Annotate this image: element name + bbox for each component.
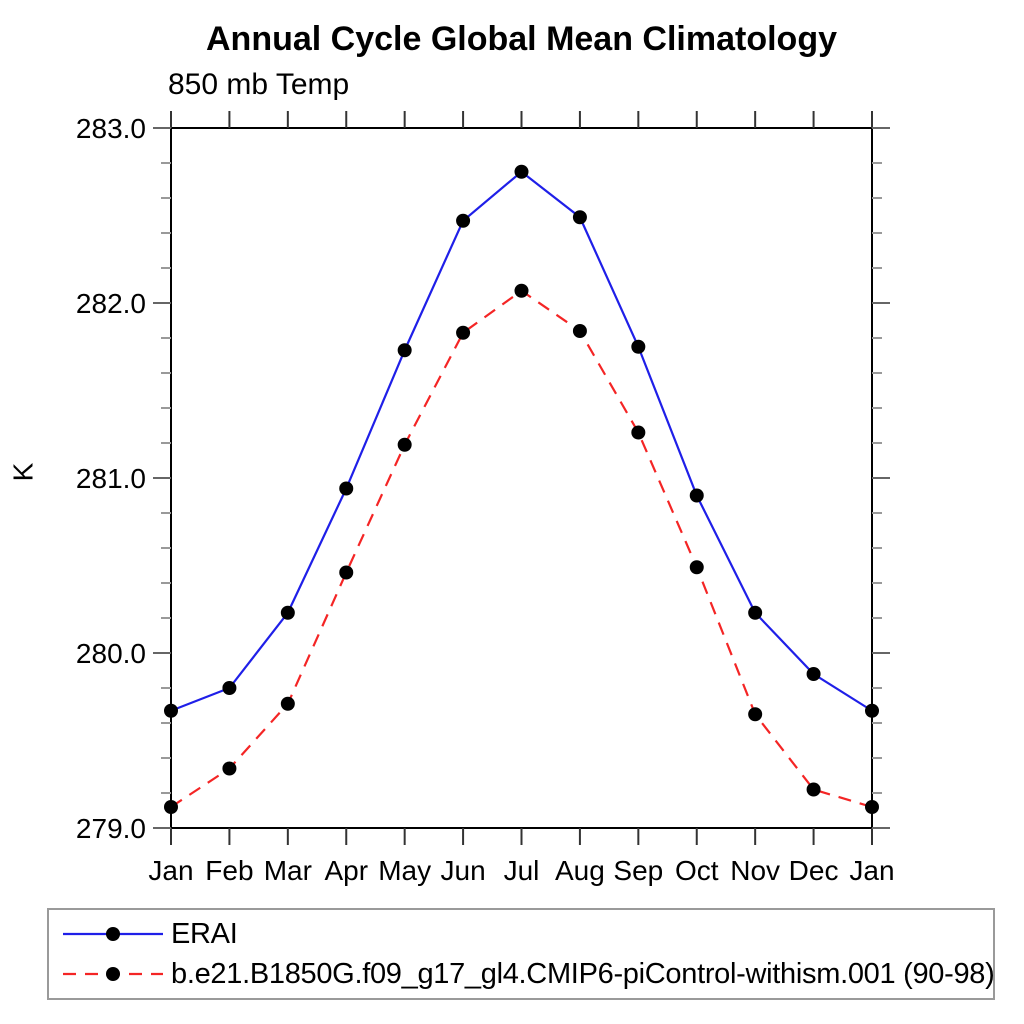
data-point <box>280 696 295 711</box>
x-tick-label: May <box>378 855 431 886</box>
x-tick-label: Jul <box>504 855 540 886</box>
data-point <box>865 703 879 718</box>
x-tick-label: Jan <box>849 855 894 886</box>
data-point <box>339 565 354 580</box>
legend-item-erai: ERAI <box>61 914 993 954</box>
x-tick-label: Feb <box>205 855 253 886</box>
data-point <box>748 605 763 620</box>
x-tick-label: Jun <box>441 855 486 886</box>
y-tick-label: 281.0 <box>76 463 146 494</box>
x-tick-label: Nov <box>730 855 780 886</box>
data-point <box>280 605 295 620</box>
data-point <box>164 703 178 718</box>
plot-frame <box>170 127 873 829</box>
data-point <box>631 425 646 440</box>
data-point <box>164 800 178 814</box>
data-point <box>631 339 646 354</box>
data-point <box>572 324 587 338</box>
x-tick-label: Dec <box>789 855 839 886</box>
data-point <box>456 213 471 228</box>
series-line-1 <box>170 289 873 809</box>
data-point <box>572 210 587 225</box>
data-point <box>806 782 821 797</box>
x-tick-label: Apr <box>324 855 368 886</box>
series-line-0 <box>170 170 873 712</box>
data-point <box>806 667 821 681</box>
data-point <box>514 283 529 298</box>
legend: ERAI b.e21.B1850G.f09_g17_gl4.CMIP6-piCo… <box>47 908 995 1000</box>
legend-label-model: b.e21.B1850G.f09_g17_gl4.CMIP6-piControl… <box>171 957 995 990</box>
data-point <box>397 343 412 358</box>
x-tick-label: Sep <box>613 855 663 886</box>
chart-subtitle: 850 mb Temp <box>168 68 350 101</box>
x-tick-label: Mar <box>264 855 312 886</box>
data-point <box>748 707 763 722</box>
x-tick-label: Jan <box>148 855 193 886</box>
y-tick-label: 282.0 <box>76 288 146 319</box>
y-tick-label: 279.0 <box>76 813 146 844</box>
data-point <box>689 488 704 503</box>
data-point <box>397 437 412 452</box>
y-tick-label: 280.0 <box>76 638 146 669</box>
x-tick-label: Oct <box>675 855 719 886</box>
data-point <box>689 560 704 575</box>
erai-line-sample-icon <box>63 927 163 941</box>
legend-item-model: b.e21.B1850G.f09_g17_gl4.CMIP6-piControl… <box>61 954 995 994</box>
data-point <box>456 325 471 340</box>
model-line-sample-icon <box>63 967 163 981</box>
data-point <box>222 681 237 695</box>
legend-label-erai: ERAI <box>171 917 238 950</box>
x-tick-label: Aug <box>555 855 605 886</box>
chart-title: Annual Cycle Global Mean Climatology <box>206 20 837 58</box>
y-tick-label: 283.0 <box>76 113 146 144</box>
data-point <box>865 800 879 814</box>
data-point <box>222 761 237 776</box>
data-point <box>339 481 354 496</box>
data-point <box>514 164 529 179</box>
